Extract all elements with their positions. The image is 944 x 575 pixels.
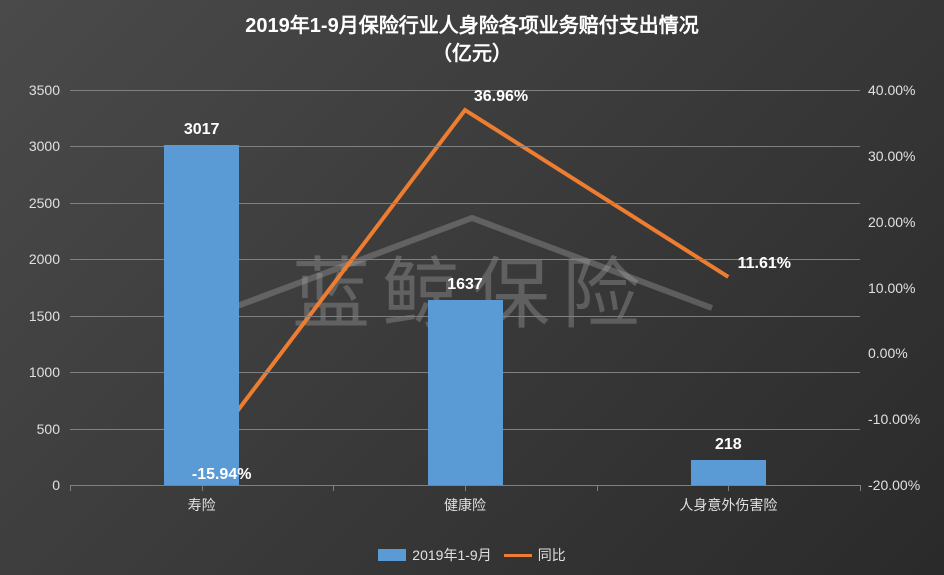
chart-title-line2: （亿元）: [432, 43, 512, 65]
y-left-tick-label: 2000: [0, 251, 60, 267]
y-left-tick-label: 500: [0, 421, 60, 437]
grid-line: [70, 90, 860, 91]
y-right-tick-label: 10.00%: [868, 280, 938, 296]
legend: 2019年1-9月 同比: [0, 545, 944, 565]
y-left-tick-label: 2500: [0, 195, 60, 211]
y-right-tick-label: -20.00%: [868, 477, 938, 493]
bar: [691, 460, 766, 485]
legend-line-swatch: [504, 554, 532, 557]
y-left-tick-label: 3000: [0, 138, 60, 154]
y-left-tick-label: 1500: [0, 308, 60, 324]
y-left-tick-label: 3500: [0, 82, 60, 98]
chart-title-line1: 2019年1-9月保险行业人身险各项业务赔付支出情况: [245, 15, 698, 37]
x-tick: [70, 485, 71, 491]
bar-value-label: 218: [715, 436, 742, 454]
y-right-tick-label: 40.00%: [868, 82, 938, 98]
y-left-tick-label: 0: [0, 477, 60, 493]
x-category-label: 寿险: [188, 495, 216, 515]
line-value-label: 11.61%: [738, 255, 791, 273]
y-right-tick-label: 20.00%: [868, 214, 938, 230]
y-right-tick-label: -10.00%: [868, 411, 938, 427]
bar: [428, 300, 503, 485]
chart-container: 2019年1-9月保险行业人身险各项业务赔付支出情况 （亿元） 蓝鲸保险 201…: [0, 0, 944, 575]
legend-bar-swatch: [378, 549, 406, 561]
line-value-label: -15.94%: [192, 466, 252, 484]
x-tick: [465, 485, 466, 491]
x-tick: [333, 485, 334, 491]
legend-bar-label: 2019年1-9月: [412, 545, 491, 565]
x-tick: [597, 485, 598, 491]
y-left-tick-label: 1000: [0, 364, 60, 380]
x-tick: [202, 485, 203, 491]
y-right-tick-label: 30.00%: [868, 148, 938, 164]
bar-value-label: 1637: [447, 276, 483, 294]
chart-title: 2019年1-9月保险行业人身险各项业务赔付支出情况 （亿元）: [0, 12, 944, 68]
bar: [164, 145, 239, 485]
y-right-tick-label: 0.00%: [868, 345, 938, 361]
x-tick: [860, 485, 861, 491]
x-category-label: 人身意外伤害险: [679, 495, 777, 515]
x-category-label: 健康险: [444, 495, 486, 515]
legend-item-line: 同比: [504, 545, 566, 565]
legend-item-bar: 2019年1-9月: [378, 545, 491, 565]
legend-line-label: 同比: [538, 545, 566, 565]
x-tick: [728, 485, 729, 491]
line-value-label: 36.96%: [474, 88, 528, 106]
bar-value-label: 3017: [184, 121, 220, 139]
